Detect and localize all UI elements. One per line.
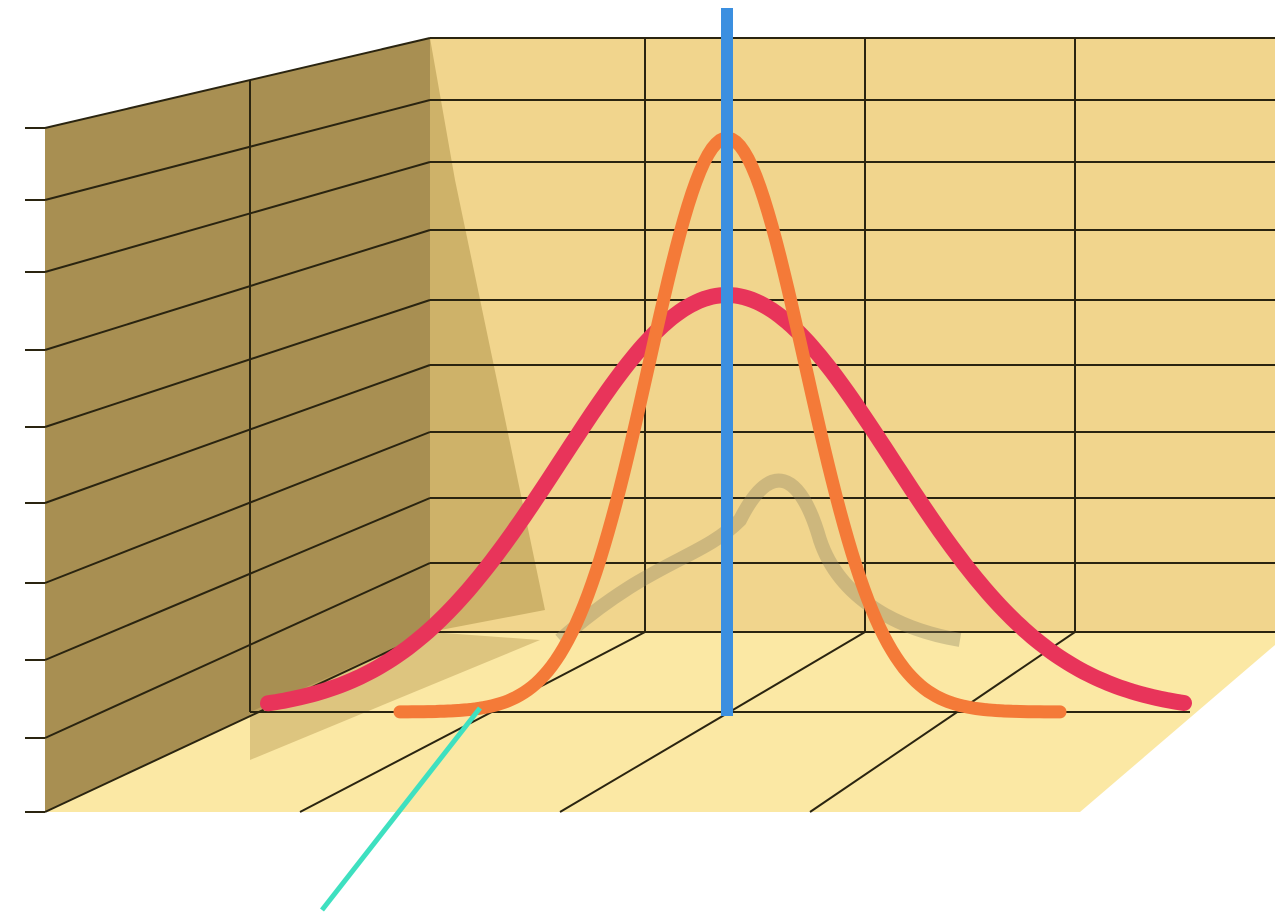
- vertical-axis-bar: [721, 8, 733, 716]
- illustration: [0, 0, 1275, 920]
- page: (() => { const svg = document.getElement…: [0, 0, 1275, 920]
